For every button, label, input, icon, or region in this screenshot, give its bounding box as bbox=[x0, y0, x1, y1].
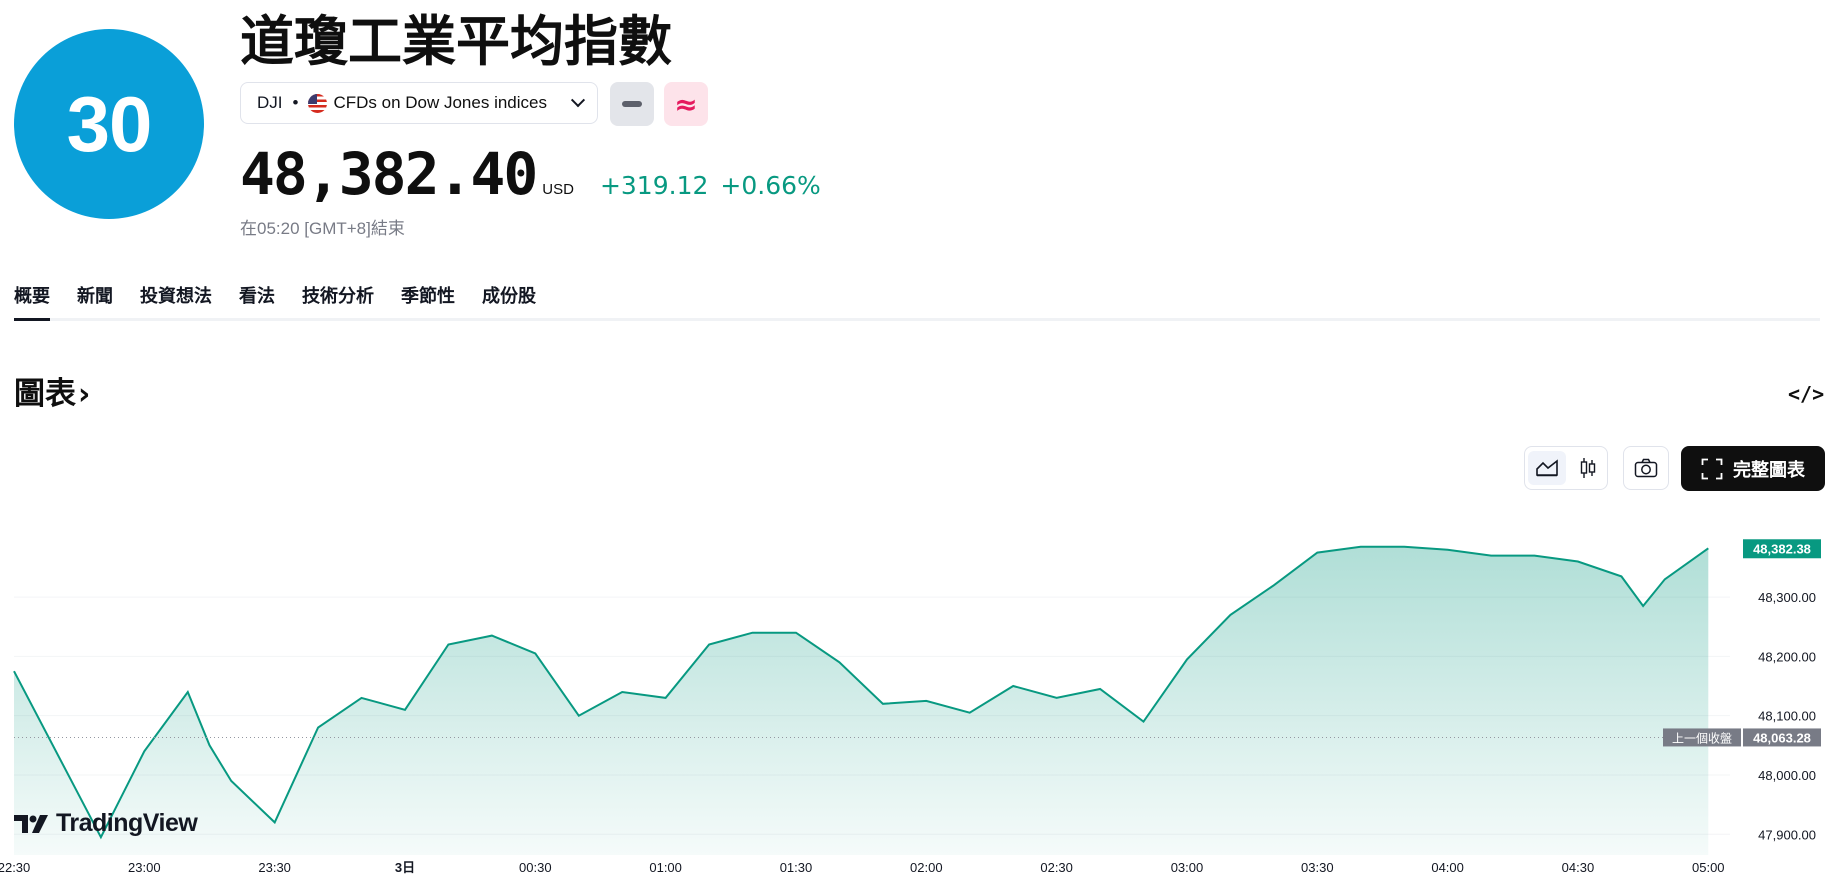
tab-ideas[interactable]: 投資想法 bbox=[140, 286, 212, 307]
full-chart-button[interactable]: 完整圖表 bbox=[1681, 446, 1825, 491]
tradingview-watermark: TradingView bbox=[14, 809, 198, 838]
y-axis: 47,900.00 48,000.00 48,100.00 48,200.00 48,3… bbox=[1758, 590, 1816, 842]
tab-technicals[interactable]: 技術分析 bbox=[302, 286, 374, 307]
tab-opinions[interactable]: 看法 bbox=[239, 286, 275, 307]
us-flag-icon bbox=[308, 93, 328, 113]
x-tick-label: 00:30 bbox=[519, 860, 552, 875]
market-status-button[interactable] bbox=[610, 82, 654, 126]
exchange-select[interactable]: DJI • CFDs on Dow Jones indices bbox=[240, 82, 598, 124]
x-tick-label: 3日 bbox=[395, 860, 415, 875]
x-tick-label: 04:00 bbox=[1431, 860, 1464, 875]
snapshot-button[interactable] bbox=[1623, 446, 1669, 490]
candles-chart-button[interactable] bbox=[1569, 451, 1607, 485]
price-chart[interactable]: 47,900.00 48,000.00 48,100.00 48,200.00 48,3… bbox=[0, 515, 1833, 880]
delayed-data-button[interactable]: ≈ bbox=[664, 82, 708, 126]
y-tick-label: 48,200.00 bbox=[1758, 649, 1816, 664]
prev-close-label: 48,063.28 bbox=[1753, 730, 1811, 745]
prev-close-title: 上一個收盤 bbox=[1672, 731, 1732, 745]
watermark-text: TradingView bbox=[56, 809, 198, 837]
change-percent: +0.66% bbox=[720, 171, 821, 200]
symbol-logo: 30 bbox=[14, 29, 204, 219]
y-tick-label: 48,000.00 bbox=[1758, 768, 1816, 783]
currency: USD bbox=[542, 181, 574, 198]
y-tick-label: 47,900.00 bbox=[1758, 827, 1816, 842]
chevron-right-icon: › bbox=[78, 377, 91, 412]
x-tick-label: 01:00 bbox=[649, 860, 682, 875]
section-title: 圖表 bbox=[14, 376, 76, 412]
price-line bbox=[13, 545, 1709, 840]
full-chart-label: 完整圖表 bbox=[1733, 459, 1805, 481]
prev-close-tag bbox=[1663, 728, 1741, 747]
last-price: 48,382.40 bbox=[240, 140, 538, 208]
minus-icon bbox=[622, 101, 642, 107]
camera-icon bbox=[1634, 458, 1658, 478]
tab-overview[interactable]: 概要 bbox=[14, 282, 50, 321]
y-tick-label: 48,300.00 bbox=[1758, 590, 1816, 605]
x-tick-label: 23:00 bbox=[128, 860, 161, 875]
x-tick-label: 22:30 bbox=[0, 860, 30, 875]
x-tick-label: 03:30 bbox=[1301, 860, 1334, 875]
embed-code-icon[interactable]: </> bbox=[1788, 382, 1825, 406]
x-axis: 22:30 23:00 23:30 3日 00:30 01:00 01:30 02:00 02:… bbox=[0, 860, 1725, 875]
page-title: 道瓊工業平均指數 bbox=[240, 10, 672, 73]
tab-bar: 概要 新聞 投資想法 看法 技術分析 季節性 成份股 bbox=[14, 282, 1820, 321]
last-price-badge bbox=[1743, 539, 1821, 559]
candlestick-icon bbox=[1580, 458, 1596, 478]
last-price-label: 48,382.38 bbox=[1753, 541, 1811, 556]
price-row: 48,382.40 USD +319.12 +0.66% bbox=[240, 138, 821, 210]
x-tick-label: 02:00 bbox=[910, 860, 943, 875]
x-tick-label: 23:30 bbox=[258, 860, 291, 875]
exchange-name: CFDs on Dow Jones indices bbox=[333, 93, 547, 112]
x-tick-label: 02:30 bbox=[1040, 860, 1073, 875]
y-tick-label: 48,100.00 bbox=[1758, 709, 1816, 724]
chevron-down-icon bbox=[570, 93, 586, 108]
approx-icon: ≈ bbox=[674, 87, 698, 121]
chart-style-toggle bbox=[1524, 446, 1608, 490]
tab-components[interactable]: 成份股 bbox=[482, 286, 536, 307]
x-tick-label: 01:30 bbox=[780, 860, 813, 875]
logo-text: 30 bbox=[66, 79, 153, 168]
area-chart-icon bbox=[1536, 459, 1558, 477]
price-area bbox=[14, 546, 1709, 855]
market-closed-note: 在05:20 [GMT+8]結束 bbox=[240, 219, 405, 238]
x-tick-label: 03:00 bbox=[1171, 860, 1204, 875]
change-absolute: +319.12 bbox=[599, 171, 709, 200]
x-tick-label: 05:00 bbox=[1692, 860, 1725, 875]
tab-news[interactable]: 新聞 bbox=[77, 286, 113, 307]
x-tick-label: 04:30 bbox=[1562, 860, 1595, 875]
fullscreen-icon bbox=[1701, 458, 1723, 479]
symbol-code: DJI bbox=[257, 93, 283, 112]
area-chart-button[interactable] bbox=[1528, 451, 1566, 485]
tradingview-logo-icon bbox=[14, 814, 48, 833]
separator-dot: • bbox=[292, 93, 299, 112]
chart-section-link[interactable]: 圖表› bbox=[14, 374, 90, 415]
prev-close-badge bbox=[1743, 728, 1821, 747]
tab-seasonals[interactable]: 季節性 bbox=[401, 286, 455, 307]
